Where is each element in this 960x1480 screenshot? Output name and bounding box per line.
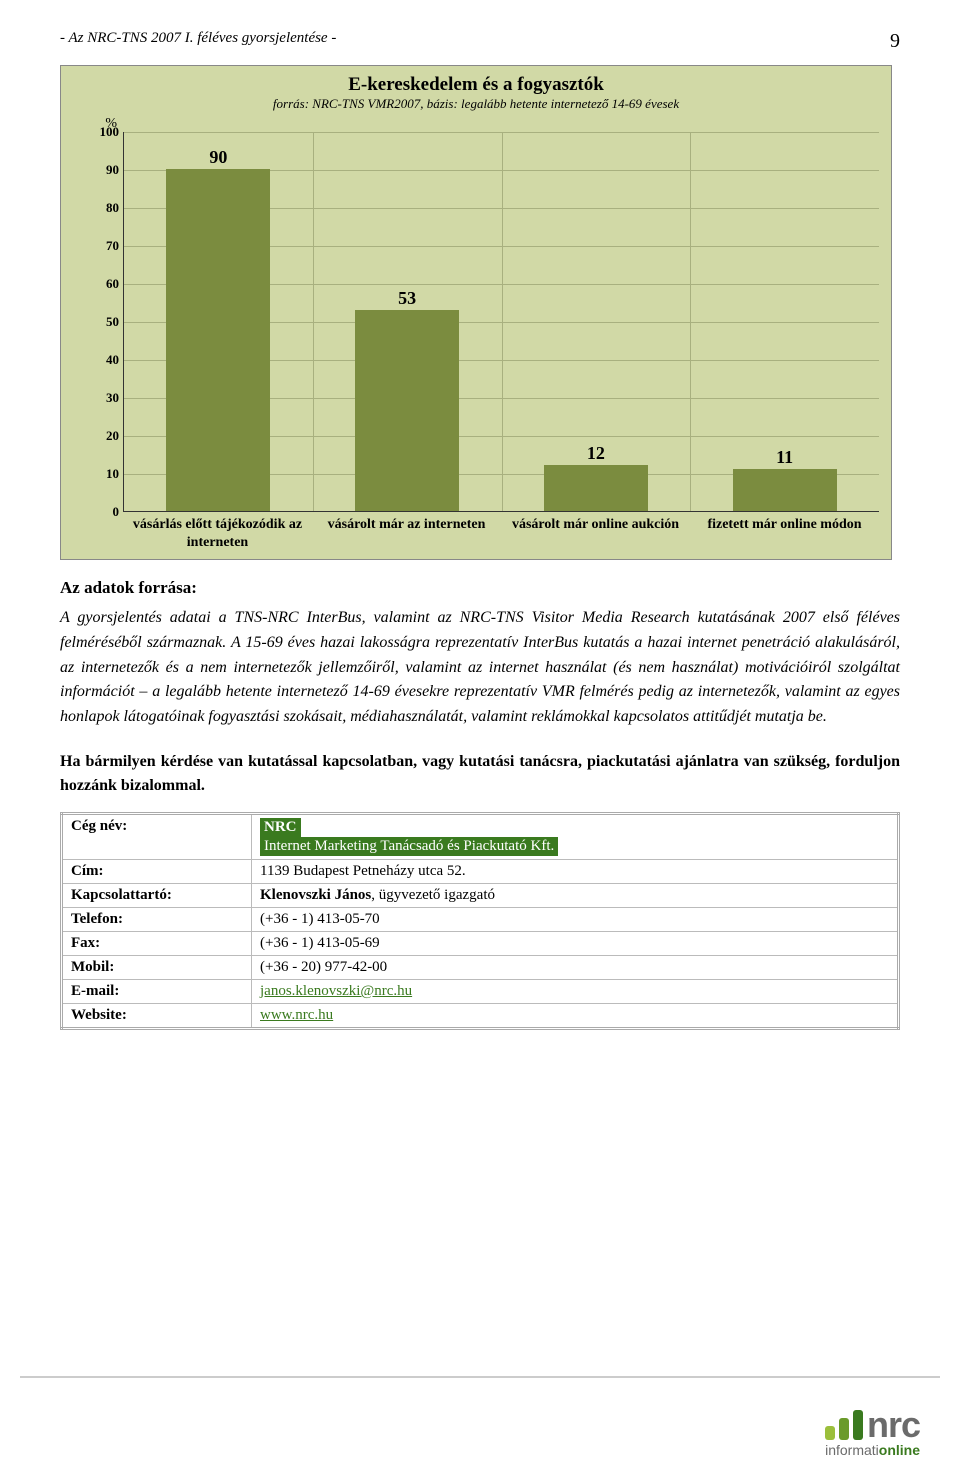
contact-value: (+36 - 20) 977-42-00 [252,955,899,979]
contact-label: Cím: [62,859,252,883]
bar-value-label: 11 [733,447,837,468]
table-row: Cím:1139 Budapest Petneházy utca 52. [62,859,899,883]
table-row: Telefon:(+36 - 1) 413-05-70 [62,907,899,931]
contact-value: (+36 - 1) 413-05-69 [252,931,899,955]
source-heading: Az adatok forrása: [60,578,900,598]
y-tick: 50 [106,314,119,330]
y-tick: 80 [106,200,119,216]
contact-table: Cég név:NRCInternet Marketing Tanácsadó … [60,812,900,1030]
table-row: E-mail: janos.klenovszki@nrc.hu [62,979,899,1003]
footer-divider [20,1376,940,1378]
y-tick: 60 [106,276,119,292]
bar-value-label: 53 [355,288,459,309]
y-tick: 90 [106,162,119,178]
contact-label: Mobil: [62,955,252,979]
y-tick: 100 [100,124,120,140]
chart-plot: 90 53 12 11 [123,132,879,512]
contact-value: (+36 - 1) 413-05-70 [252,907,899,931]
page-header: - Az NRC-TNS 2007 I. féléves gyorsjelent… [60,30,900,53]
x-tick: vásárolt már az interneten [312,512,501,551]
contact-label: Website: [62,1003,252,1028]
chart-bar: 12 [544,465,648,511]
table-row: Cég név:NRCInternet Marketing Tanácsadó … [62,813,899,859]
contact-value: NRCInternet Marketing Tanácsadó és Piack… [252,813,899,859]
y-tick: 70 [106,238,119,254]
source-paragraph: A gyorsjelentés adatai a TNS-NRC InterBu… [60,606,900,730]
logo-text: nrc [867,1404,920,1445]
contact-label: Kapcsolattartó: [62,883,252,907]
logo-bars-icon [825,1410,863,1440]
chart-bar: 53 [355,310,459,511]
contact-value: www.nrc.hu [252,1003,899,1028]
bar-value-label: 12 [544,443,648,464]
contact-label: Telefon: [62,907,252,931]
contact-value: janos.klenovszki@nrc.hu [252,979,899,1003]
y-tick: 10 [106,466,119,482]
contact-label: E-mail: [62,979,252,1003]
chart-subtitle: forrás: NRC-TNS VMR2007, bázis: legalább… [73,96,879,112]
header-left: - Az NRC-TNS 2007 I. féléves gyorsjelent… [60,30,336,53]
chart-panel: E-kereskedelem és a fogyasztók forrás: N… [60,65,892,560]
x-tick: vásárlás előtt tájékozódik az interneten [123,512,312,551]
contact-link[interactable]: janos.klenovszki@nrc.hu [260,983,412,999]
contact-label: Cég név: [62,813,252,859]
table-row: Mobil:(+36 - 20) 977-42-00 [62,955,899,979]
y-tick: 0 [113,504,120,520]
chart-x-axis: vásárlás előtt tájékozódik az interneten… [123,512,879,551]
table-row: Fax:(+36 - 1) 413-05-69 [62,931,899,955]
contact-label: Fax: [62,931,252,955]
x-tick: vásárolt már online aukción [501,512,690,551]
contact-value: Klenovszki János, ügyvezető igazgató [252,883,899,907]
contact-link[interactable]: www.nrc.hu [260,1007,333,1023]
page-number: 9 [890,30,900,53]
table-row: Kapcsolattartó:Klenovszki János, ügyveze… [62,883,899,907]
y-tick: 40 [106,352,119,368]
chart-bar: 90 [166,169,270,511]
footer-logo: nrc informationline [825,1404,920,1458]
y-tick: 30 [106,390,119,406]
x-tick: fizetett már online módon [690,512,879,551]
chart-bar: 11 [733,469,837,511]
chart-title: E-kereskedelem és a fogyasztók [73,74,879,96]
contact-value: 1139 Budapest Petneházy utca 52. [252,859,899,883]
chart-y-axis: 0102030405060708090100 [73,132,123,512]
contact-intro: Ha bármilyen kérdése van kutatással kapc… [60,750,900,798]
logo-subtext: informationline [825,1442,920,1458]
bar-value-label: 90 [166,147,270,168]
y-tick: 20 [106,428,119,444]
table-row: Website: www.nrc.hu [62,1003,899,1028]
